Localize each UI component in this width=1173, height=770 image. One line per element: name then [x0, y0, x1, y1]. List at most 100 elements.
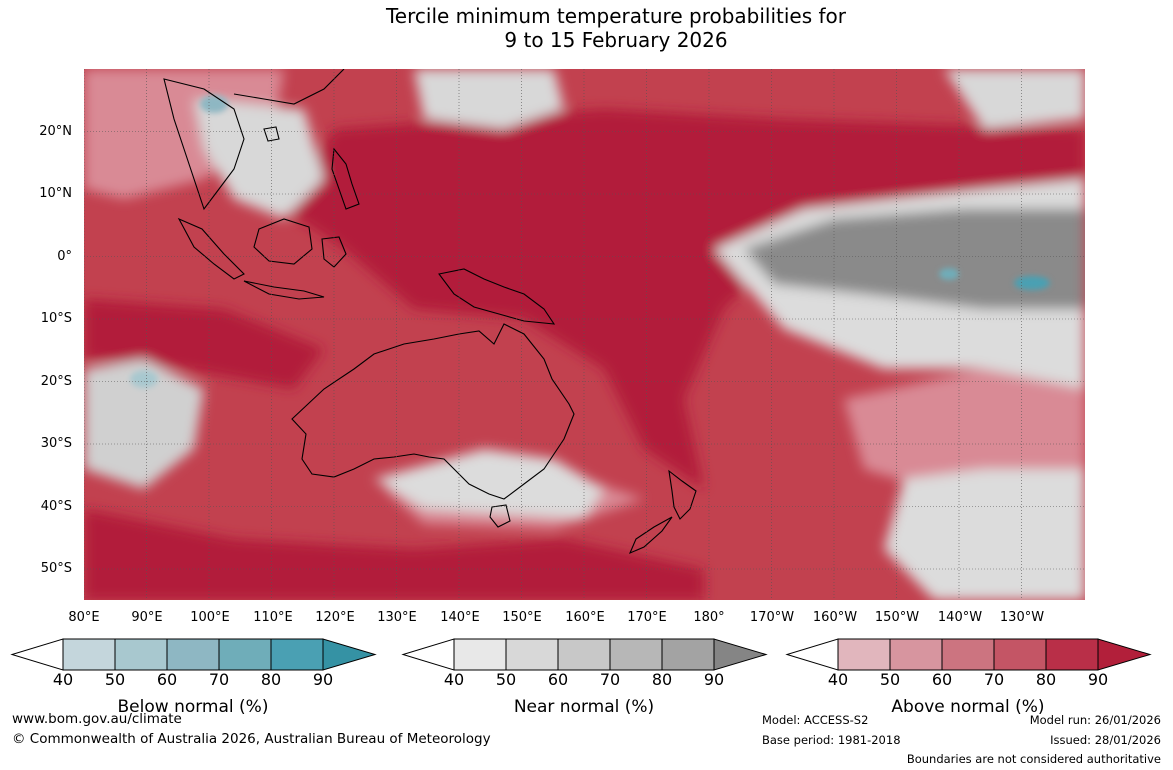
- copyright-text: © Commonwealth of Australia 2026, Austra…: [12, 731, 491, 747]
- near-tick-90: 90: [703, 670, 725, 689]
- near-tick-60: 60: [547, 670, 569, 689]
- above-colorbar-box: [837, 638, 891, 671]
- below-colorbar-box: [270, 638, 324, 671]
- near-colorbar-box: [661, 638, 715, 671]
- lat-label-0: 0°: [57, 249, 72, 264]
- above-light-northwest: [84, 69, 284, 199]
- website-link[interactable]: www.bom.gov.au/climate: [12, 711, 182, 727]
- below-normal-colorbar: [10, 638, 377, 671]
- lat-label-40s: 40°S: [40, 499, 72, 514]
- chart-title: Tercile minimum temperature probabilitie…: [0, 4, 1173, 52]
- hainan-coast: [263, 126, 280, 142]
- lon-label-110e: 110°E: [253, 610, 293, 625]
- near-normal-indochina: [194, 99, 324, 219]
- above-tick-50: 50: [879, 670, 901, 689]
- lat-label-50s: 50°S: [40, 561, 72, 576]
- tasmania-coast: [489, 504, 511, 528]
- lat-label-10s: 10°S: [40, 311, 72, 326]
- above-tick-60: 60: [931, 670, 953, 689]
- below-tick-70: 70: [208, 670, 230, 689]
- near-normal-north: [414, 69, 564, 129]
- above-colorbar-under-triangle: [785, 638, 839, 671]
- near-tick-70: 70: [599, 670, 621, 689]
- above-colorbar-over-triangle: [1097, 638, 1152, 671]
- gridlines: [84, 69, 1085, 600]
- near-tick-80: 80: [651, 670, 673, 689]
- new-zealand-north-coast: [668, 469, 697, 520]
- lat-label-20n: 20°N: [39, 124, 72, 139]
- below-colorbar-box: [166, 638, 220, 671]
- near-normal-northeast: [944, 69, 1085, 129]
- lon-label-140e: 140°E: [440, 610, 480, 625]
- new-guinea-coast: [438, 268, 556, 325]
- below-colorbar-box: [114, 638, 168, 671]
- below-tick-80: 80: [260, 670, 282, 689]
- lon-label-180: 180°: [693, 610, 725, 625]
- base-period: Base period: 1981-2018: [762, 733, 901, 747]
- below-colorbar-box: [218, 638, 272, 671]
- above-tick-90: 90: [1087, 670, 1109, 689]
- lon-label-170w: 170°W: [749, 610, 795, 625]
- above-normal-west: [84, 299, 324, 389]
- above-colorbar-box: [1045, 638, 1099, 671]
- near-colorbar-box: [453, 638, 507, 671]
- below-normal-patch-3: [200, 95, 228, 113]
- below-normal-patch-4: [130, 370, 158, 388]
- title-line-2: 9 to 15 February 2026: [504, 28, 728, 52]
- map-canvas: [84, 69, 1085, 600]
- near-colorbar-box: [557, 638, 611, 671]
- model-name: Model: ACCESS-S2: [762, 713, 869, 727]
- above-tick-80: 80: [1035, 670, 1057, 689]
- lon-label-140w: 140°W: [937, 610, 983, 625]
- probability-map: [84, 69, 1085, 600]
- lon-label-130e: 130°E: [377, 610, 417, 625]
- philippines-coast: [331, 147, 360, 210]
- lon-label-160w: 160°W: [812, 610, 858, 625]
- lon-label-150w: 150°W: [874, 610, 920, 625]
- java-coast: [243, 280, 325, 300]
- above-light-east: [844, 369, 1085, 499]
- near-normal-dark-core: [744, 209, 1085, 309]
- below-colorbar-under-triangle: [10, 638, 64, 671]
- near-colorbar-over-triangle: [713, 638, 768, 671]
- near-normal-southeast: [884, 469, 1085, 600]
- above-tick-70: 70: [983, 670, 1005, 689]
- above-colorbar-box: [941, 638, 995, 671]
- near-tick-40: 40: [443, 670, 465, 689]
- below-colorbar-over-triangle: [322, 638, 377, 671]
- boundaries-disclaimer: Boundaries are not considered authoritat…: [906, 752, 1161, 766]
- below-tick-50: 50: [104, 670, 126, 689]
- title-line-1: Tercile minimum temperature probabilitie…: [385, 4, 847, 28]
- coastlines: [163, 69, 697, 555]
- below-tick-90: 90: [312, 670, 334, 689]
- above-colorbar-box: [993, 638, 1047, 671]
- near-tick-50: 50: [495, 670, 517, 689]
- near-colorbar-box: [505, 638, 559, 671]
- sulawesi-coast: [321, 236, 347, 268]
- lon-label-80e: 80°E: [68, 610, 100, 625]
- lat-label-10n: 10°N: [39, 186, 72, 201]
- below-normal-patch-2: [939, 268, 959, 280]
- lat-label-30s: 30°S: [40, 436, 72, 451]
- below-colorbar-box: [62, 638, 116, 671]
- new-zealand-south-coast: [628, 516, 673, 555]
- near-normal-title: Near normal (%): [513, 697, 655, 717]
- lon-label-160e: 160°E: [565, 610, 605, 625]
- below-normal-patch-1: [1014, 276, 1050, 290]
- southeast-asia-coast: [163, 78, 245, 211]
- above-normal-title: Above normal (%): [891, 697, 1045, 717]
- above-normal-colorbar: [785, 638, 1152, 671]
- lon-label-170e: 170°E: [627, 610, 667, 625]
- above-normal-south: [84, 509, 704, 600]
- below-tick-60: 60: [156, 670, 178, 689]
- lon-label-130w: 130°W: [999, 610, 1045, 625]
- near-colorbar-box: [609, 638, 663, 671]
- lon-label-90e: 90°E: [131, 610, 163, 625]
- near-normal-west: [84, 359, 204, 489]
- issued-date: Issued: 28/01/2026: [1050, 733, 1161, 747]
- lon-label-120e: 120°E: [315, 610, 355, 625]
- sumatra-coast: [177, 217, 245, 280]
- china-coast: [233, 69, 345, 105]
- lon-label-150e: 150°E: [502, 610, 542, 625]
- above-tick-40: 40: [827, 670, 849, 689]
